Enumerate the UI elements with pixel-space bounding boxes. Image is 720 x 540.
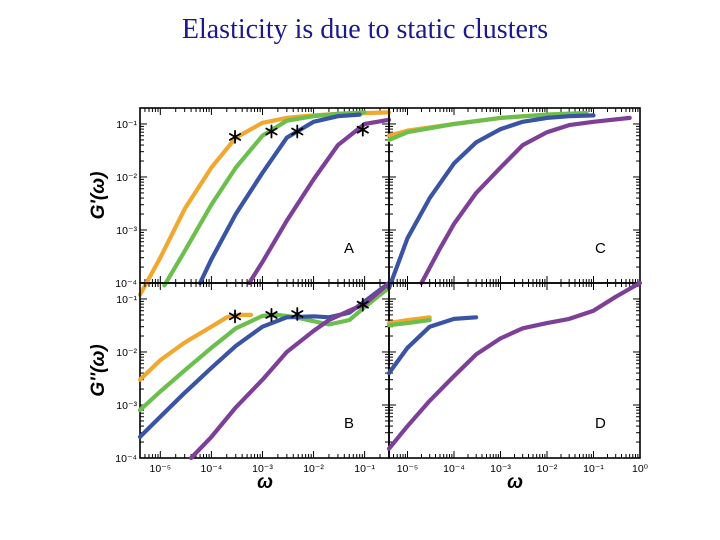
- x-tick-label: 10⁻⁵: [150, 463, 172, 475]
- panel-letter: A: [344, 240, 354, 257]
- asterisk-marker: [291, 124, 304, 139]
- x-tick-label: 10⁻⁵: [397, 463, 419, 475]
- asterisk-stroke: [291, 310, 304, 318]
- series-line-green: [386, 318, 432, 328]
- x-tick-label: 10⁻³: [490, 463, 511, 475]
- series-line-purple: [247, 117, 392, 286]
- asterisk-marker: [228, 130, 242, 144]
- y-axis-title: G'(ω): [88, 172, 109, 220]
- x-tick-label: 10⁻²: [303, 463, 324, 475]
- asterisk-marker: [356, 297, 369, 312]
- panel-c: C: [386, 107, 641, 291]
- panel-letter: D: [595, 415, 606, 432]
- y-tick-label: 10⁻²: [116, 172, 137, 184]
- series-line-orange: [386, 315, 432, 326]
- panel-d: D: [386, 280, 643, 459]
- asterisk-stroke: [356, 125, 369, 134]
- x-tick-label: 10⁻⁴: [201, 463, 223, 475]
- series-line-blue: [386, 315, 479, 376]
- x-tick-label: 10⁻¹: [354, 463, 375, 475]
- x-tick-label: 10⁻¹: [583, 463, 604, 475]
- y-tick-label: 10⁻²: [116, 347, 137, 359]
- asterisk-marker: [265, 124, 278, 139]
- x-tick-label: 10⁻⁴: [443, 463, 465, 475]
- y-tick-label: 10⁻³: [116, 400, 137, 412]
- asterisk-stroke: [265, 311, 278, 319]
- asterisk-marker: [228, 309, 242, 324]
- series-line-purple: [419, 115, 632, 286]
- asterisk-marker: [291, 307, 304, 321]
- asterisk-stroke: [228, 312, 242, 321]
- panel-a: A G'(ω): [88, 107, 392, 297]
- asterisk-marker: [265, 308, 278, 322]
- series-line-green: [162, 110, 367, 288]
- asterisk-stroke: [356, 300, 369, 309]
- asterisk-marker: [356, 122, 369, 137]
- y-tick-label: 10⁻³: [116, 225, 137, 237]
- series-line-blue: [198, 112, 362, 286]
- series-line-blue: [137, 280, 392, 439]
- panel-b: B G''(ω): [88, 280, 392, 461]
- asterisk-stroke: [291, 127, 304, 136]
- panel-letter: C: [595, 240, 606, 257]
- series-line-purple: [386, 280, 643, 451]
- y-tick-label: 10⁻¹: [116, 119, 137, 131]
- x-tick-label: 10⁻²: [537, 463, 558, 475]
- y-axis-title: G''(ω): [88, 344, 109, 396]
- asterisk-stroke: [228, 133, 242, 141]
- x-axis-title: ω: [257, 472, 273, 493]
- y-tick-label: 10⁻⁴: [115, 453, 137, 465]
- slide-title: Elasticity is due to static clusters: [181, 14, 549, 45]
- panel-letter: B: [344, 415, 354, 432]
- x-tick-label: 10⁻³: [252, 463, 273, 475]
- x-axis-title: ω: [507, 472, 523, 493]
- y-tick-label: 10⁻⁴: [115, 278, 137, 290]
- series-line-blue: [386, 113, 596, 291]
- y-tick-label: 10⁻¹: [116, 294, 137, 306]
- x-tick-label: 10⁰: [632, 463, 649, 475]
- series-line-green: [386, 110, 589, 142]
- asterisk-stroke: [265, 127, 278, 136]
